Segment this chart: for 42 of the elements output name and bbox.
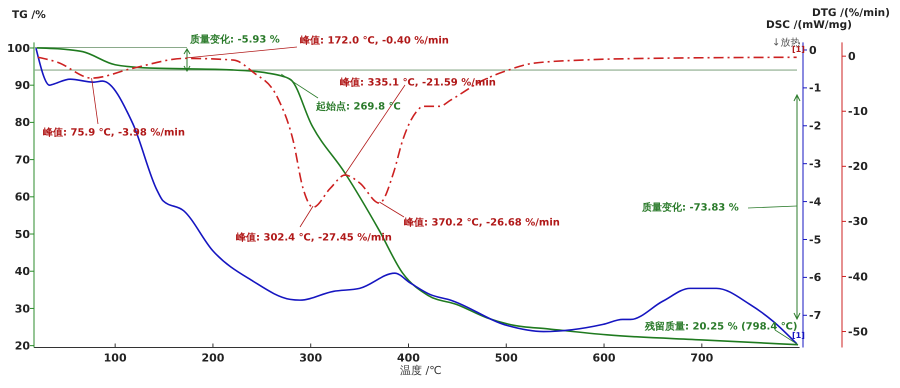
y-tick-label: 30 (14, 302, 30, 316)
annotation: ↓放热 (772, 38, 800, 48)
y3-tick-label: -10 (848, 105, 868, 118)
y-tick-label: 80 (14, 116, 30, 130)
annotation: 峰值: 335.1 ℃, -21.59 %/min (340, 76, 496, 88)
x-axis-title: 温度 /℃ (400, 364, 442, 377)
y-tick-label: 20 (14, 339, 30, 352)
y2-tick-label: -4 (809, 195, 822, 208)
annotation: 残留质量: 20.25 % (798.4 ℃) (644, 320, 798, 332)
y2-tick-label: 0 (809, 44, 817, 57)
x-tick-label: 600 (592, 352, 616, 364)
y-tick-label: 100 (7, 42, 30, 55)
y3-tick-label: -30 (848, 215, 868, 228)
annotation: 峰值: 172.0 ℃, -0.40 %/min (300, 34, 449, 46)
annotation: 质量变化: -5.93 % (189, 34, 280, 46)
y2-tick-label: -1 (809, 82, 822, 95)
x-tick-label: 300 (299, 352, 323, 364)
y2-tick-label: -7 (809, 309, 822, 322)
x-tick-label: 500 (494, 352, 518, 364)
x-tick-label: 700 (690, 352, 714, 364)
y-tick-label: 60 (14, 190, 30, 204)
annotation: 起始点: 269.8 ℃ (315, 100, 401, 112)
y-tick-label: 50 (14, 228, 30, 241)
y3-tick-label: -50 (848, 325, 868, 338)
y3-tick-label: 0 (848, 50, 856, 64)
y2-axis-title: DSC /(mW/mg) (766, 19, 852, 31)
annotation: 质量变化: -73.83 % (641, 202, 739, 214)
y3-axis-title: DTG /(%/min) (812, 7, 890, 19)
x-tick-label: 200 (201, 352, 225, 364)
x-tick-label: 100 (104, 352, 127, 364)
y3-tick-label: -20 (848, 160, 868, 174)
y2-tick-label: -6 (809, 271, 822, 284)
y2-tick-label: -5 (809, 233, 822, 246)
y2-tick-label: -3 (809, 158, 822, 171)
y-axis-title: TG /% (12, 9, 46, 21)
y2-tick-label: -2 (809, 120, 822, 133)
x-tick-label: 400 (397, 352, 420, 364)
annotation: 峰值: 370.2 ℃, -26.68 %/min (404, 216, 560, 228)
y3-tick-label: -40 (848, 270, 868, 284)
y-tick-label: 70 (14, 153, 30, 166)
y-tick-label: 40 (14, 265, 30, 278)
y-tick-label: 90 (14, 79, 30, 92)
